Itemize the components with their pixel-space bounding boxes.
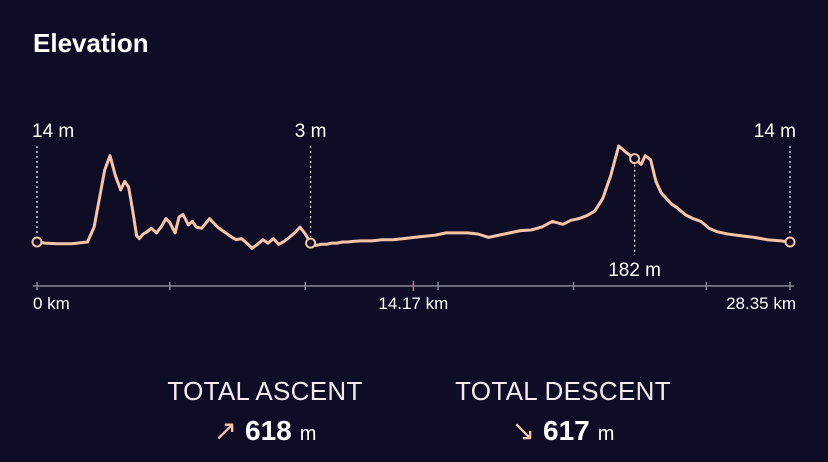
x-tick-label: 14.17 km	[378, 294, 448, 313]
total-ascent-label: TOTAL ASCENT	[167, 376, 363, 406]
total-ascent-value: 618	[245, 415, 292, 446]
marker-label: 14 m	[32, 121, 74, 142]
marker-point	[629, 153, 641, 165]
elevation-line	[35, 144, 792, 250]
marker-point	[31, 236, 43, 248]
arrow-down-right-icon: ↘	[511, 415, 536, 446]
total-descent-unit: m	[597, 423, 615, 445]
total-ascent-stat: TOTAL ASCENT ↗ 618 m	[160, 376, 370, 447]
x-tick-label: 0 km	[33, 294, 70, 313]
page-title: Elevation	[33, 28, 149, 58]
total-descent-value: 617	[543, 415, 590, 446]
stats-panel: TOTAL ASCENT ↗ 618 m TOTAL DESCENT ↘ 617…	[0, 376, 828, 456]
marker-label: 3 m	[295, 121, 327, 142]
total-descent-label: TOTAL DESCENT	[455, 376, 671, 406]
total-descent-stat: TOTAL DESCENT ↘ 617 m	[448, 376, 678, 447]
total-ascent-unit: m	[299, 423, 317, 445]
x-tick-label: 28.35 km	[726, 294, 796, 313]
marker-label: 14 m	[754, 121, 796, 142]
marker-point	[305, 237, 317, 249]
marker-label: 182 m	[608, 260, 661, 281]
elevation-chart[interactable]: 14 m 3 m 182 m 14 m 0 km 14.17 km 28.35 km	[0, 0, 828, 330]
arrow-up-right-icon: ↗	[213, 415, 238, 446]
marker-point	[784, 236, 796, 248]
